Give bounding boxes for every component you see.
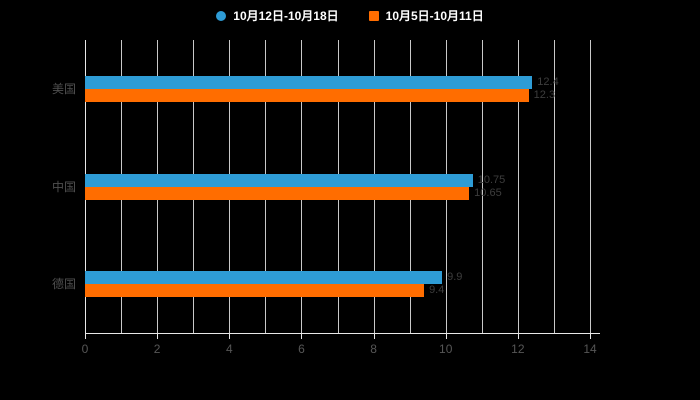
square-legend-marker-icon (368, 10, 379, 21)
gridline (590, 40, 591, 333)
y-category-label: 中国 (51, 179, 76, 194)
bar-series2[interactable] (85, 284, 425, 298)
x-tick-label: 8 (370, 342, 377, 356)
bar-series1[interactable] (85, 75, 533, 89)
legend-item-label: 10月12日-10月18日 (233, 9, 339, 23)
y-category-label: 德国 (51, 277, 76, 292)
bar-series1[interactable] (85, 173, 473, 187)
x-tick-label: 12 (511, 342, 525, 356)
x-tick-label: 14 (583, 342, 597, 356)
plot-area: 0 2 4 6 8 10 12 14 美国 12.4 12.3 中国 10.75 10.65 德国 9.9 9.… (52, 40, 600, 356)
x-tick (373, 334, 375, 339)
x-tick (301, 334, 303, 339)
x-tick-label: 10 (439, 342, 453, 356)
x-tick-label: 2 (153, 342, 161, 356)
gridline (481, 40, 483, 333)
legend: 10月12日-10月18日 10月5日-10月11日 (0, 7, 700, 24)
x-tick-label: 0 (81, 342, 89, 356)
legend-item[interactable]: 10月12日-10月18日 (216, 7, 339, 24)
x-tick-label: 6 (298, 342, 305, 356)
circle-legend-marker-icon (216, 10, 227, 21)
legend-item[interactable]: 10月5日-10月11日 (368, 7, 484, 24)
bar-series2[interactable] (85, 88, 529, 102)
x-axis-line (85, 333, 600, 334)
x-tick (85, 334, 86, 339)
x-tick (517, 334, 519, 339)
bar-value-label: 12.3 (533, 88, 556, 101)
bar-value-label: 10.65 (474, 186, 502, 199)
gridline (517, 40, 519, 333)
bar-value-label: 10.75 (477, 173, 506, 186)
legend-item-label: 10月5日-10月11日 (385, 9, 484, 23)
bar-series1[interactable] (85, 271, 443, 285)
gridline (553, 40, 555, 333)
x-tick (590, 334, 591, 339)
x-tick (157, 334, 159, 339)
y-category-label: 美国 (51, 81, 76, 96)
x-tick (229, 334, 231, 339)
bar-series2[interactable] (85, 186, 470, 200)
x-tick-label: 4 (225, 342, 233, 356)
bar-value-label: 9.9 (447, 271, 463, 284)
bar-value-label: 12.4 (537, 75, 559, 88)
x-tick (445, 334, 447, 339)
bar-value-label: 9.4 (429, 284, 445, 297)
